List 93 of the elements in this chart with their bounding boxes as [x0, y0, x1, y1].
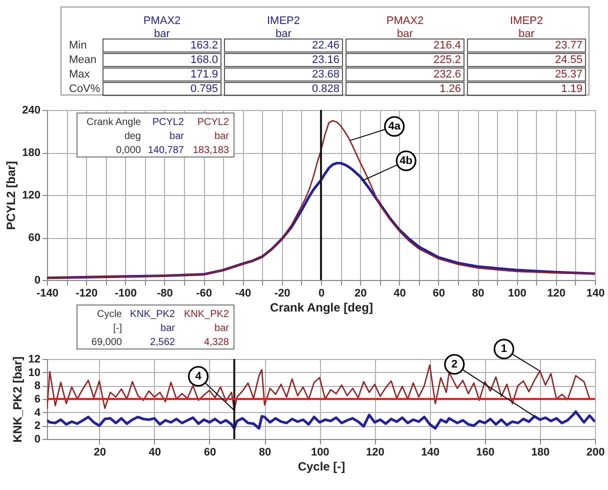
x-tick-label: 0: [318, 288, 325, 300]
annotation: 140,787: [148, 145, 184, 156]
annotation: 183,183: [192, 145, 230, 156]
data-label: 1.19: [561, 83, 582, 95]
y-tick-label: 6: [34, 394, 40, 406]
x-tick-label: 20: [354, 288, 367, 300]
y-axis-title: KNK_PK2 [bar]: [10, 356, 24, 443]
data-label: 25.37: [554, 68, 582, 80]
data-label: 0.795: [190, 83, 218, 95]
x-tick-label: 40: [148, 446, 162, 458]
y-tick-label: 4: [34, 406, 42, 419]
y-tick-label: 0: [34, 434, 40, 446]
text: KNK_PK2: [130, 309, 176, 320]
data-label: 1.26: [440, 83, 461, 95]
x-tick-label: -100: [114, 288, 137, 300]
data-label: 171.9: [190, 68, 218, 80]
text: 2,562: [150, 337, 176, 348]
x-tick-label: 140: [421, 446, 440, 458]
y-tick-label: 180: [22, 147, 40, 159]
data-label: 0.828: [312, 83, 340, 95]
data-label: 23.68: [312, 68, 340, 80]
annotation: 4: [195, 370, 202, 382]
data-label: 232.6: [433, 68, 461, 80]
data-label: 22.46: [312, 40, 340, 52]
text: Cycle: [96, 309, 122, 320]
x-tick-label: -120: [76, 288, 98, 300]
y-tick-label: 8: [34, 380, 40, 392]
text: PCYL2: [152, 117, 184, 128]
annotation: 4b: [400, 154, 413, 167]
annotation: 0,000: [116, 145, 142, 156]
data-label: 23.16: [312, 54, 340, 66]
data-label: 225.2: [433, 54, 461, 66]
x-tick-label: 100: [508, 288, 526, 300]
x-tick-label: 60: [204, 446, 216, 458]
x-tick-label: 180: [531, 446, 550, 458]
x-tick-label: 100: [310, 446, 330, 458]
x-tick-label: -20: [274, 288, 290, 300]
x-tick-label: 80: [472, 288, 484, 300]
x-tick-label: 160: [476, 446, 495, 458]
y-tick-label: 120: [22, 190, 40, 202]
category-label: Max: [69, 68, 90, 80]
y-tick-label: 2: [34, 420, 40, 432]
annotation: Crank Angle: [86, 117, 142, 128]
annotation: 4a: [388, 120, 402, 132]
y-tick-label: 10: [28, 366, 40, 379]
annotation: bar: [170, 131, 185, 142]
data-label: 168.0: [190, 54, 218, 66]
x-axis-title: Crank Angle [deg]: [270, 300, 373, 314]
category-label: CoV%: [69, 83, 100, 95]
x-axis-title: Cycle [-]: [298, 460, 346, 474]
text: bar: [154, 28, 170, 40]
line-series: [47, 410, 595, 430]
x-tick-label: -60: [196, 288, 212, 300]
y-tick-label: 60: [28, 232, 40, 244]
x-tick-label: 80: [258, 446, 272, 458]
y-tick-label: 0: [34, 274, 40, 286]
text: bar: [160, 323, 176, 334]
text: bar: [214, 323, 230, 334]
legend-label: PMAX2: [386, 15, 424, 27]
text: 69,000: [91, 337, 122, 348]
x-tick-label: -40: [235, 288, 252, 300]
text: PCYL2: [197, 117, 230, 128]
x-tick-label: -140: [36, 288, 59, 300]
legend-label: PMAX2: [143, 15, 181, 27]
annotation: bar: [214, 131, 230, 142]
data-label: 163.2: [190, 40, 218, 52]
legend-label: IMEP2: [266, 15, 300, 27]
data-label: 24.55: [554, 54, 582, 66]
annotation: deg: [124, 131, 141, 142]
category-label: Min: [69, 40, 87, 52]
text: KNK_PK2: [184, 309, 230, 320]
text: bar: [276, 28, 292, 40]
x-tick-label: -80: [156, 288, 173, 300]
x-tick-label: 140: [586, 288, 605, 300]
y-tick-label: 240: [22, 104, 40, 116]
y-tick-label: 12: [28, 354, 40, 366]
x-tick-label: 20: [94, 446, 106, 458]
annotation: 1: [500, 343, 507, 355]
x-tick-label: 120: [547, 288, 566, 300]
x-tick-label: 40: [394, 288, 406, 300]
y-axis-title: PCYL2 [bar]: [4, 161, 18, 230]
text: [-]: [113, 323, 122, 334]
x-tick-label: 120: [366, 446, 384, 458]
text: 4,328: [204, 337, 230, 348]
data-label: 216.4: [433, 40, 461, 52]
annotation: 2: [451, 358, 458, 370]
x-tick-label: 60: [432, 288, 446, 300]
data-label: 23.77: [554, 40, 582, 52]
text: bar: [397, 28, 414, 40]
text: bar: [518, 28, 535, 40]
category-label: Mean: [69, 54, 97, 66]
x-tick-label: 200: [586, 446, 605, 458]
legend-label: IMEP2: [510, 15, 544, 27]
